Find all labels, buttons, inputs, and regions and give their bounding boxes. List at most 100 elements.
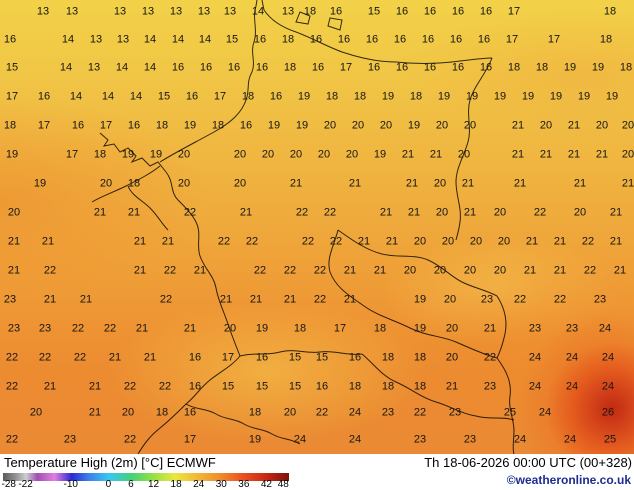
temp-label: 21 <box>429 148 443 161</box>
temperature-scale-gradient <box>3 473 289 481</box>
temp-label: 21 <box>249 293 263 306</box>
temp-label: 20 <box>493 264 507 277</box>
temp-label: 22 <box>103 322 117 335</box>
temp-label: 20 <box>433 177 447 190</box>
scale-tick-label: 0 <box>105 479 112 490</box>
copyright-link[interactable]: ©weatheronline.co.uk <box>506 473 631 487</box>
temp-label: 20 <box>539 119 553 132</box>
temp-label: 24 <box>601 351 615 364</box>
temp-label: 22 <box>313 264 327 277</box>
temp-label: 19 <box>121 148 135 161</box>
temp-label: 21 <box>193 264 207 277</box>
temp-label: 21 <box>401 148 415 161</box>
temp-label: 24 <box>565 380 579 393</box>
temp-label: 16 <box>199 61 213 74</box>
temp-label: 16 <box>315 380 329 393</box>
temp-label: 18 <box>293 322 307 335</box>
temp-label: 21 <box>239 206 253 219</box>
temp-label: 14 <box>251 5 265 18</box>
temp-label: 23 <box>528 322 542 335</box>
temp-label: 14 <box>59 61 73 74</box>
temp-label: 18 <box>127 177 141 190</box>
temp-label: 22 <box>5 380 19 393</box>
temp-label: 16 <box>421 33 435 46</box>
temp-label: 20 <box>177 148 191 161</box>
temp-label: 15 <box>157 90 171 103</box>
temp-label: 22 <box>483 351 497 364</box>
temp-label: 20 <box>445 351 459 364</box>
temp-label: 16 <box>185 90 199 103</box>
temp-label: 16 <box>127 119 141 132</box>
temp-label: 18 <box>348 380 362 393</box>
temp-label: 23 <box>565 322 579 335</box>
temp-label: 24 <box>528 380 542 393</box>
temp-label: 17 <box>5 90 19 103</box>
temp-label: 16 <box>329 5 343 18</box>
scale-tick-label: 6 <box>128 479 134 490</box>
temp-label: 20 <box>573 206 587 219</box>
temp-label: 13 <box>169 5 183 18</box>
temp-label: 21 <box>133 235 147 248</box>
temp-label: 25 <box>603 433 617 446</box>
temp-label: 20 <box>177 177 191 190</box>
temp-label: 14 <box>61 33 75 46</box>
scale-tick-label: 30 <box>215 479 227 490</box>
temp-label: 13 <box>141 5 155 18</box>
temp-label: 21 <box>41 235 55 248</box>
temp-label: 20 <box>469 235 483 248</box>
temp-label: 24 <box>601 380 615 393</box>
temp-label: 18 <box>381 380 395 393</box>
temp-label: 21 <box>379 206 393 219</box>
temp-label: 19 <box>295 119 309 132</box>
temp-label: 24 <box>565 351 579 364</box>
temp-label: 18 <box>93 148 107 161</box>
temp-label: 16 <box>239 119 253 132</box>
temp-label: 20 <box>463 119 477 132</box>
temp-label: 16 <box>255 61 269 74</box>
temp-label: 18 <box>241 90 255 103</box>
temp-label: 21 <box>609 235 623 248</box>
temp-label: 16 <box>171 61 185 74</box>
temperature-scale-ticks: -28 -22 -10 0 6 12 18 24 30 36 42 48 <box>1 479 289 490</box>
temp-label: 17 <box>507 5 521 18</box>
temp-label: 16 <box>395 61 409 74</box>
scale-tick-label: 48 <box>277 479 289 490</box>
temp-label: 18 <box>353 90 367 103</box>
temp-label: 20 <box>441 235 455 248</box>
temp-label: 14 <box>69 90 83 103</box>
temp-label: 18 <box>599 33 613 46</box>
temp-label: 21 <box>43 380 57 393</box>
temp-label: 16 <box>451 5 465 18</box>
temp-label: 21 <box>567 119 581 132</box>
temp-label: 21 <box>161 235 175 248</box>
temperature-shading <box>0 0 634 454</box>
temp-label: 21 <box>135 322 149 335</box>
temp-label: 21 <box>93 206 107 219</box>
temp-label: 13 <box>113 5 127 18</box>
temp-label: 21 <box>405 177 419 190</box>
temp-label: 17 <box>183 433 197 446</box>
temp-label: 23 <box>381 406 395 419</box>
temp-label: 20 <box>233 177 247 190</box>
temp-label: 16 <box>479 61 493 74</box>
temperature-map[interactable]: 13 13 13 13 13 13 13 14 13 18 16 15 16 16 16 16 17 18 16 14… <box>0 0 634 454</box>
temp-label: 21 <box>127 206 141 219</box>
temp-label: 21 <box>108 351 122 364</box>
temp-label: 22 <box>581 235 595 248</box>
temp-label: 21 <box>511 119 525 132</box>
temp-label: 19 <box>493 90 507 103</box>
temp-label: 20 <box>7 206 21 219</box>
temp-label: 20 <box>445 322 459 335</box>
temp-label: 21 <box>219 293 233 306</box>
temp-label: 17 <box>213 90 227 103</box>
temp-label: 15 <box>5 61 19 74</box>
temp-label: 23 <box>38 322 52 335</box>
temp-label: 21 <box>523 264 537 277</box>
temp-label: 16 <box>188 351 202 364</box>
temp-label: 20 <box>283 406 297 419</box>
temp-label: 16 <box>227 61 241 74</box>
temp-label: 13 <box>197 5 211 18</box>
temp-label: 20 <box>435 206 449 219</box>
temp-label: 23 <box>480 293 494 306</box>
